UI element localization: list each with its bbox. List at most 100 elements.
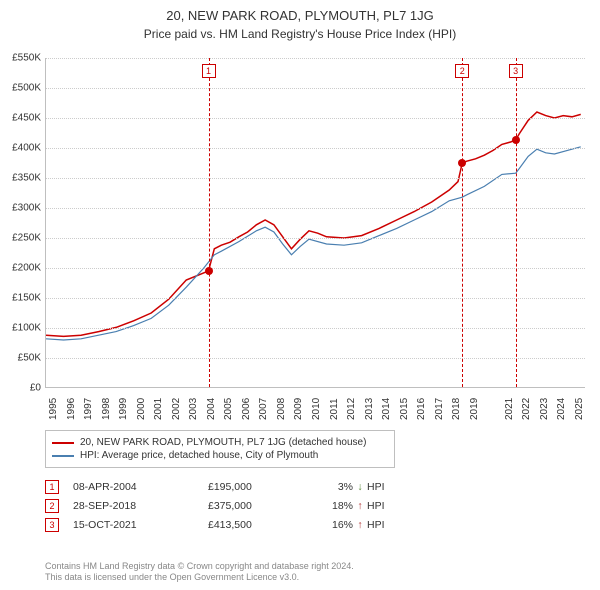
gridline-h <box>46 238 585 239</box>
legend-item: HPI: Average price, detached house, City… <box>52 450 388 461</box>
x-tick-label: 1997 <box>83 398 94 420</box>
legend-label: 20, NEW PARK ROAD, PLYMOUTH, PL7 1JG (de… <box>80 437 366 448</box>
gridline-h <box>46 358 585 359</box>
sales-price: £375,000 <box>208 500 308 512</box>
sales-date: 28-SEP-2018 <box>73 500 208 512</box>
x-tick-label: 2015 <box>399 398 410 420</box>
legend-swatch <box>52 442 74 444</box>
y-axis-ticks: £0£50K£100K£150K£200K£250K£300K£350K£400… <box>0 58 45 388</box>
x-tick-label: 2025 <box>574 398 585 420</box>
footer-line1: Contains HM Land Registry data © Crown c… <box>45 561 354 573</box>
sales-hpi-label: HPI <box>367 519 397 531</box>
sale-vline <box>516 58 517 387</box>
sales-date: 15-OCT-2021 <box>73 519 208 531</box>
y-tick-label: £300K <box>1 203 41 214</box>
y-tick-label: £250K <box>1 233 41 244</box>
x-tick-label: 2010 <box>311 398 322 420</box>
sales-arrow-icon: ↑ <box>353 500 367 512</box>
x-tick-label: 2004 <box>206 398 217 420</box>
chart-footer: Contains HM Land Registry data © Crown c… <box>45 561 354 584</box>
legend-label: HPI: Average price, detached house, City… <box>80 450 318 461</box>
x-tick-label: 2021 <box>504 398 515 420</box>
x-tick-label: 1998 <box>101 398 112 420</box>
sales-row-marker: 3 <box>45 518 59 532</box>
gridline-h <box>46 298 585 299</box>
sale-point-dot <box>458 159 466 167</box>
y-tick-label: £200K <box>1 263 41 274</box>
series-line-hpi <box>46 147 581 340</box>
sales-pct: 3% <box>308 481 353 493</box>
y-tick-label: £550K <box>1 53 41 64</box>
sale-marker-box: 2 <box>455 64 469 78</box>
x-tick-label: 2007 <box>258 398 269 420</box>
x-tick-label: 2011 <box>329 398 340 420</box>
sales-row: 3 15-OCT-2021£413,50016%↑HPI <box>45 518 397 532</box>
gridline-h <box>46 148 585 149</box>
sale-vline <box>209 58 210 387</box>
x-tick-label: 2006 <box>241 398 252 420</box>
x-tick-label: 2022 <box>521 398 532 420</box>
x-tick-label: 2018 <box>451 398 462 420</box>
y-tick-label: £50K <box>1 353 41 364</box>
sales-row: 108-APR-2004£195,0003%↓HPI <box>45 480 397 494</box>
x-tick-label: 2012 <box>346 398 357 420</box>
y-tick-label: £400K <box>1 143 41 154</box>
sales-date: 08-APR-2004 <box>73 481 208 493</box>
gridline-h <box>46 88 585 89</box>
sales-hpi-label: HPI <box>367 500 397 512</box>
gridline-h <box>46 58 585 59</box>
sales-arrow-icon: ↑ <box>353 519 367 531</box>
gridline-h <box>46 118 585 119</box>
y-tick-label: £150K <box>1 293 41 304</box>
y-tick-label: £350K <box>1 173 41 184</box>
gridline-h <box>46 178 585 179</box>
x-tick-label: 2008 <box>276 398 287 420</box>
gridline-h <box>46 268 585 269</box>
sales-hpi-label: HPI <box>367 481 397 493</box>
x-tick-label: 2016 <box>416 398 427 420</box>
sale-vline <box>462 58 463 387</box>
x-tick-label: 2005 <box>223 398 234 420</box>
sales-table: 108-APR-2004£195,0003%↓HPI228-SEP-2018£3… <box>45 475 397 537</box>
y-tick-label: £450K <box>1 113 41 124</box>
sales-price: £195,000 <box>208 481 308 493</box>
sales-row: 2 28-SEP-2018£375,00018%↑HPI <box>45 499 397 513</box>
sale-marker-box: 3 <box>509 64 523 78</box>
legend-swatch <box>52 455 74 457</box>
x-tick-label: 1999 <box>118 398 129 420</box>
series-line-property <box>46 112 581 336</box>
sales-pct: 18% <box>308 500 353 512</box>
chart-legend: 20, NEW PARK ROAD, PLYMOUTH, PL7 1JG (de… <box>45 430 395 468</box>
y-tick-label: £100K <box>1 323 41 334</box>
x-axis-ticks: 1995 1996 1997 1998 1999 2000 2001 2002 2003 2004… <box>45 390 585 430</box>
chart-title-main: 20, NEW PARK ROAD, PLYMOUTH, PL7 1JG <box>0 8 600 23</box>
footer-line2: This data is licensed under the Open Gov… <box>45 572 354 584</box>
x-tick-label: 2003 <box>188 398 199 420</box>
sale-marker-box: 1 <box>202 64 216 78</box>
x-tick-label: 2000 <box>136 398 147 420</box>
gridline-h <box>46 328 585 329</box>
chart-title-block: 20, NEW PARK ROAD, PLYMOUTH, PL7 1JG Pri… <box>0 0 600 41</box>
x-tick-label: 2002 <box>171 398 182 420</box>
chart-plot-area: 1 2 3 <box>45 58 585 388</box>
x-tick-label: 2001 <box>153 398 164 420</box>
sale-point-dot <box>512 136 520 144</box>
chart-lines-svg <box>46 58 585 387</box>
y-tick-label: £500K <box>1 83 41 94</box>
x-tick-label: 2009 <box>293 398 304 420</box>
x-tick-label: 2023 <box>539 398 550 420</box>
x-tick-label: 1995 <box>48 398 59 420</box>
x-tick-label: 2013 <box>364 398 375 420</box>
sales-price: £413,500 <box>208 519 308 531</box>
legend-item: 20, NEW PARK ROAD, PLYMOUTH, PL7 1JG (de… <box>52 437 388 448</box>
x-tick-label: 2019 <box>469 398 480 420</box>
sales-row-marker: 2 <box>45 499 59 513</box>
gridline-h <box>46 208 585 209</box>
x-tick-label: 2024 <box>556 398 567 420</box>
x-tick-label: 1996 <box>66 398 77 420</box>
sales-row-marker: 1 <box>45 480 59 494</box>
sales-pct: 16% <box>308 519 353 531</box>
x-tick-label: 2017 <box>434 398 445 420</box>
y-tick-label: £0 <box>1 383 41 394</box>
chart-title-sub: Price paid vs. HM Land Registry's House … <box>0 27 600 41</box>
